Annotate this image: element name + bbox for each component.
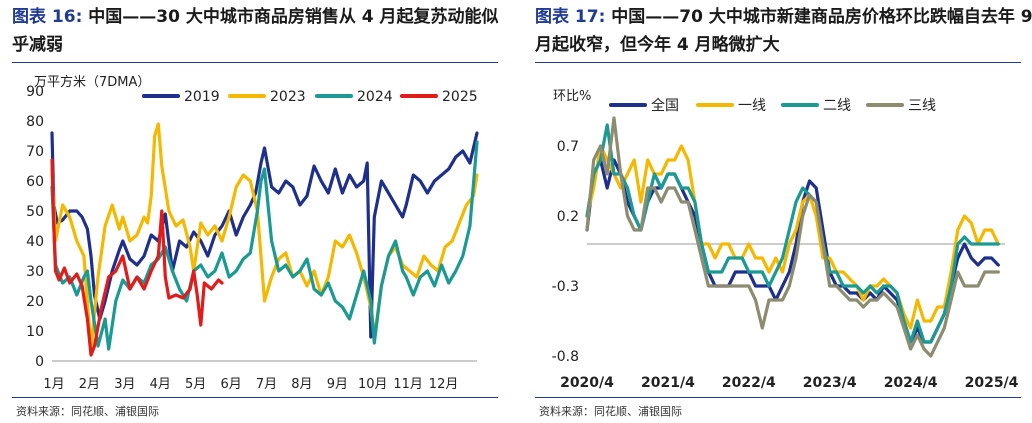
x-tick-label: 7月 [256, 377, 277, 392]
series-line-二线 [585, 123, 1000, 344]
x-tick-label: 3月 [114, 377, 135, 392]
figure-number: 图表 17: [535, 7, 606, 27]
x-tick-label: 2025/4 [965, 375, 1019, 391]
y-tick-label: 80 [26, 114, 44, 130]
legend-label: 三线 [908, 98, 936, 114]
source-note: 资料来源：同花顺、浦银国际 [16, 405, 159, 418]
y-tick-label: 70 [26, 144, 44, 160]
y-tick-label: 0 [35, 354, 44, 370]
legend-label: 全国 [651, 97, 679, 114]
source-divider [535, 397, 1021, 398]
chart-svg-2: -0.8 -0.3 0.2 0.7 2020/4 2021/4 2022/4 2023/4 20… [552, 89, 1019, 391]
title-divider [535, 62, 1021, 63]
x-tick-label: 10月 [358, 377, 388, 392]
x-tick-label: 2021/4 [641, 375, 695, 391]
x-tick-label: 8月 [291, 377, 312, 392]
series-line-2024 [50, 140, 479, 351]
x-tick-label: 4月 [150, 377, 171, 392]
chart-panel-2: 图表 17: 中国——70 大中城市新建商品房价格环比跌幅自去年 9 月起收窄，… [535, 0, 1032, 423]
series-line-2023 [50, 122, 479, 351]
legend: 2019 2023 2024 2025 [142, 89, 478, 105]
source-note: 资料来源：同花顺、浦银国际 [539, 405, 682, 418]
y-tick-label: 60 [26, 174, 44, 190]
x-tick-label: 1月 [43, 377, 64, 392]
y-axis-label: 万平方米（7DMA） [34, 74, 150, 90]
y-tick-label: -0.3 [552, 279, 579, 295]
x-tick-label: 2023/4 [803, 375, 857, 391]
chart-title: 图表 17: 中国——70 大中城市新建商品房价格环比跌幅自去年 9 月起收窄，… [535, 3, 1032, 59]
legend-label: 2024 [357, 89, 393, 105]
chart-svg-1: 0 10 20 30 40 50 60 70 80 90 1月 2月 3月 4月 5月 6月 7月 8月 9月 10月… [26, 74, 479, 392]
title-divider [12, 62, 498, 63]
legend-label: 一线 [738, 98, 766, 114]
x-tick-label: 6月 [220, 377, 241, 392]
legend-label: 二线 [823, 98, 851, 114]
title-text: 中国——70 大中城市新建商品房价格环比跌幅自去年 9 月起收窄，但今年 4 月… [535, 7, 1032, 55]
x-tick-label: 5月 [185, 377, 206, 392]
y-tick-label: 0.7 [557, 139, 579, 155]
x-tick-label: 12月 [429, 377, 459, 392]
title-text: 中国——30 大中城市商品房销售从 4 月起复苏动能似乎减弱 [12, 7, 499, 55]
y-tick-label: 10 [26, 324, 44, 340]
series-line-一线 [585, 144, 1000, 330]
x-tick-label: 11月 [393, 377, 423, 392]
legend-label: 2023 [270, 89, 306, 105]
x-tick-label: 2024/4 [884, 375, 938, 391]
y-tick-label: 30 [26, 264, 44, 280]
figure-number: 图表 16: [12, 7, 83, 27]
legend-label: 2019 [184, 89, 220, 105]
series-line-2025 [50, 158, 224, 357]
series-line-三线 [585, 116, 1000, 358]
y-axis-label: 环比% [553, 89, 591, 104]
legend-label: 2025 [442, 89, 478, 105]
x-tick-label: 2月 [79, 377, 100, 392]
x-tick-label: 9月 [327, 377, 348, 392]
x-tick-label: 2020/4 [560, 375, 614, 391]
y-tick-label: 20 [26, 294, 44, 310]
chart-title: 图表 16: 中国——30 大中城市商品房销售从 4 月起复苏动能似乎减弱 [12, 3, 512, 59]
chart-panel-1: 图表 16: 中国——30 大中城市商品房销售从 4 月起复苏动能似乎减弱 0 1… [12, 0, 512, 423]
y-tick-label: 0.2 [557, 209, 579, 225]
y-tick-label: 50 [26, 204, 44, 220]
x-tick-label: 2022/4 [722, 375, 776, 391]
y-tick-label: -0.8 [552, 349, 579, 365]
y-tick-label: 90 [26, 84, 44, 100]
source-divider [12, 397, 498, 398]
series-line-2019 [50, 131, 479, 339]
y-tick-label: 40 [26, 234, 44, 250]
legend: 全国 一线 二线 三线 [609, 97, 936, 114]
